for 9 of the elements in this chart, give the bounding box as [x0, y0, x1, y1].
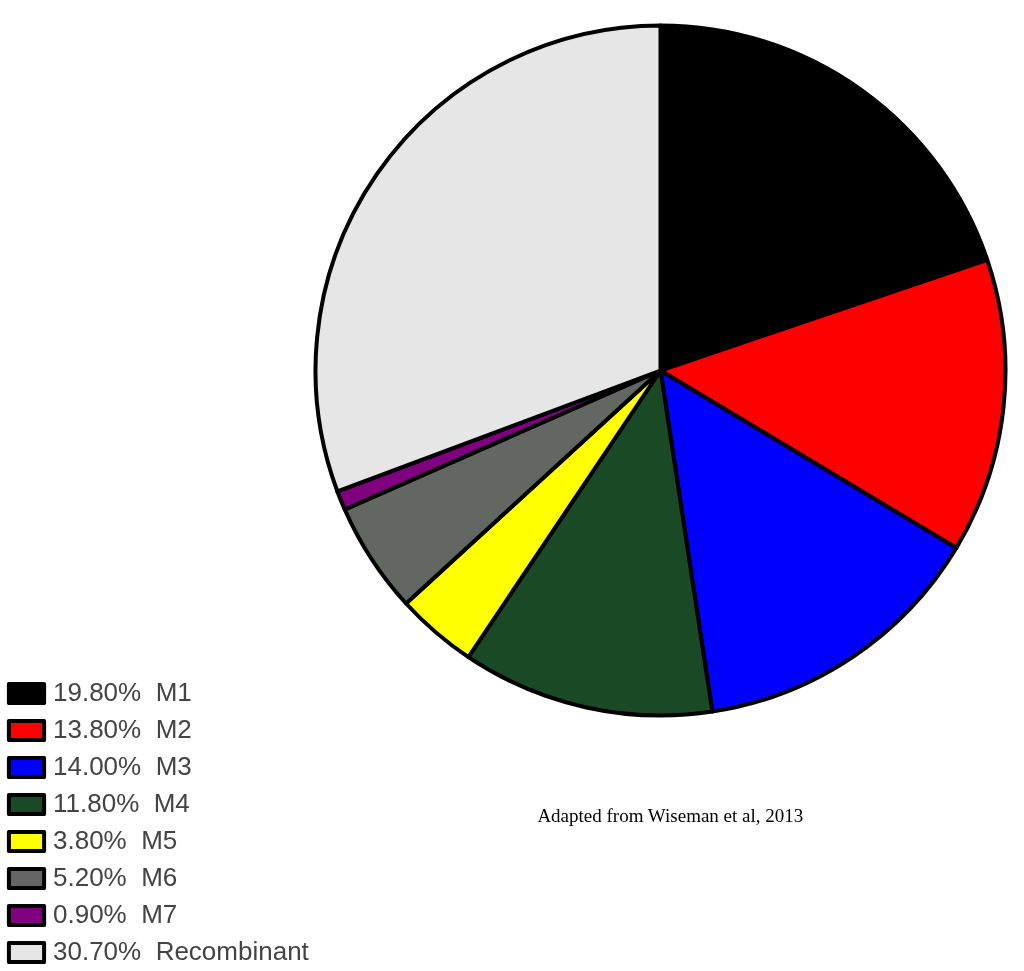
text: Adapted from Wiseman et al, 2013	[537, 805, 804, 826]
legend-label: 5.20% M6	[53, 862, 178, 893]
legend-label: 3.80% M5	[53, 825, 178, 856]
legend-label: 0.90% M7	[53, 899, 178, 930]
legend-label: 19.80% M1	[53, 677, 192, 708]
legend-label: 11.80% M4	[53, 788, 190, 819]
legend-label: 30.70% Recombinant	[53, 936, 309, 967]
legend-label: 13.80% M2	[53, 714, 192, 745]
legend-label: 14.00% M3	[53, 751, 192, 782]
